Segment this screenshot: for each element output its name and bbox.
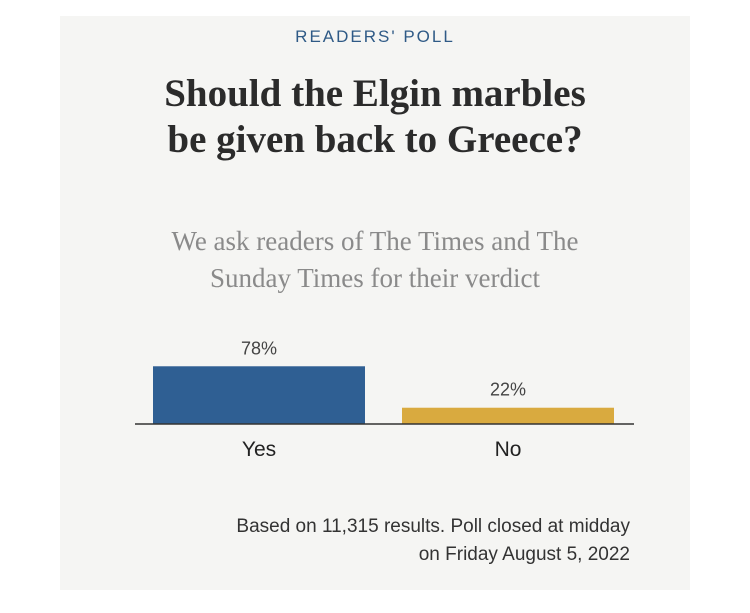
category-label-no: No (495, 438, 522, 461)
poll-card: READERS' POLL Should the Elgin marbles b… (60, 16, 690, 590)
poll-footnote: Based on 11,315 results. Poll closed at … (170, 513, 630, 569)
category-label-yes: Yes (242, 438, 276, 461)
poll-eyebrow: READERS' POLL (295, 27, 455, 46)
poll-title-line-1: Should the Elgin marbles (164, 72, 586, 115)
bar-yes (153, 366, 365, 424)
poll-bar-chart-svg: 78% Yes 22% No (135, 338, 634, 461)
poll-title-line-2: be given back to Greece? (167, 118, 583, 161)
poll-subtitle: We ask readers of The Times and The Sund… (60, 223, 690, 297)
poll-footnote-line-1: Based on 11,315 results. Poll closed at … (236, 516, 630, 537)
value-label-no: 22% (490, 380, 526, 400)
bar-no (402, 407, 614, 424)
value-label-yes: 78% (241, 338, 277, 358)
poll-title: Should the Elgin marbles be given back t… (60, 71, 690, 163)
poll-subtitle-line-2: Sunday Times for their verdict (210, 263, 540, 293)
poll-subtitle-line-1: We ask readers of The Times and The (171, 226, 579, 256)
poll-bar-chart: 78% Yes 22% No (60, 338, 690, 468)
poll-footnote-line-2: on Friday August 5, 2022 (418, 544, 630, 565)
